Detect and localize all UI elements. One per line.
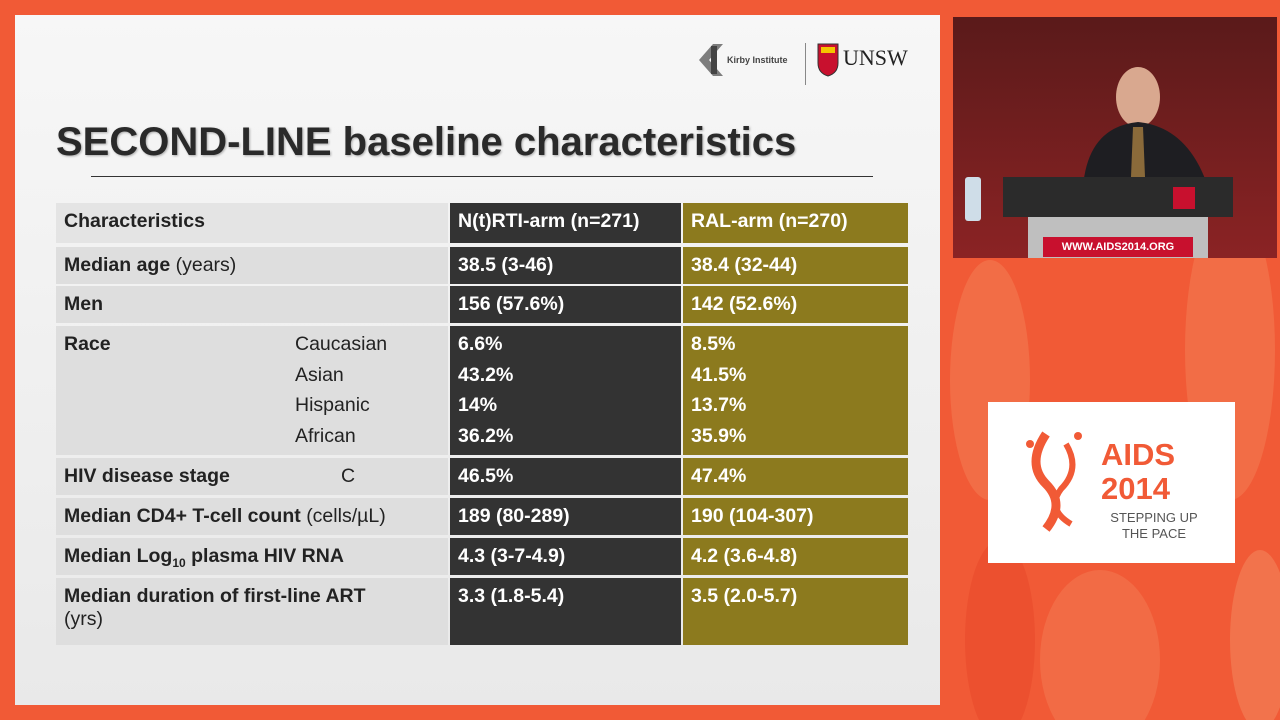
title-rule <box>91 176 873 177</box>
ral-cell: 142 (52.6%) <box>683 286 908 323</box>
slide-title: SECOND-LINE baseline characteristics <box>56 120 797 164</box>
value: 4.3 (3-7-4.9) <box>458 545 566 567</box>
nrti-cell: 38.5 (3-46) <box>450 247 681 284</box>
ral-cell: 3.5 (2.0-5.7) <box>683 578 908 645</box>
row-label: Median Log10 plasma HIV RNA <box>56 538 448 575</box>
unsw-crest <box>817 43 839 77</box>
value: 4.2 (3.6-4.8) <box>691 545 798 567</box>
value: 189 (80-289) <box>458 505 570 527</box>
nrti-cell: 4.3 (3-7-4.9) <box>450 538 681 575</box>
nrti-cell: 46.5% <box>450 458 681 495</box>
header-cell: Characteristics <box>56 203 448 243</box>
nrti-cell: 189 (80-289) <box>450 498 681 535</box>
value: 6.6% <box>458 333 503 355</box>
tagline-line: THE PACE <box>1121 526 1187 541</box>
ral-cell: 8.5% 41.5% 13.7% 35.9% <box>683 326 908 455</box>
value: 36.2% <box>458 424 514 447</box>
row-label: Median age (years) <box>56 247 448 284</box>
sub-label: African <box>295 424 356 447</box>
value: 47.4% <box>691 465 747 487</box>
value: 38.5 (3-46) <box>458 254 554 276</box>
event-figure <box>1026 431 1082 532</box>
sub-label: Caucasian <box>295 333 388 355</box>
nrti-cell: 156 (57.6%) <box>450 286 681 323</box>
value: 142 (52.6%) <box>691 293 798 315</box>
label: Median age <box>64 254 171 276</box>
header-cell: RAL-arm (n=270) <box>683 203 908 243</box>
event-tagline: STEPPING UP THE PACE <box>1096 510 1212 542</box>
value: 156 (57.6%) <box>458 293 565 315</box>
header-cell: N(t)RTI-arm (n=271) <box>450 203 681 243</box>
ral-cell: 47.4% <box>683 458 908 495</box>
event-logo: AIDS 2014 STEPPING UP THE PACE <box>988 402 1235 563</box>
sub-label: Hispanic <box>295 394 370 416</box>
row-label: HIV disease stage C <box>56 458 448 495</box>
label-subscript: 10 <box>172 555 186 570</box>
value: 3.5 (2.0-5.7) <box>691 585 798 607</box>
value: 190 (104-307) <box>691 505 814 527</box>
row-label: Median CD4+ T-cell count (cells/µL) <box>56 498 448 535</box>
speaker-video: WWW.AIDS2014.ORG <box>953 17 1277 258</box>
value: 14% <box>458 394 498 416</box>
nrti-cell: 3.3 (1.8-5.4) <box>450 578 681 645</box>
value: 8.5% <box>691 333 736 355</box>
label: Race <box>64 333 111 355</box>
value: 13.7% <box>691 394 747 416</box>
sub-label: Asian <box>295 363 344 386</box>
kirby-icon <box>699 44 723 76</box>
label-note: (yrs) <box>64 608 103 630</box>
tagline-line: STEPPING UP <box>1110 510 1198 525</box>
value: 3.3 (1.8-5.4) <box>458 585 565 607</box>
video-scene <box>965 67 1233 258</box>
label-end: plasma HIV RNA <box>191 545 344 567</box>
label: Men <box>64 293 103 315</box>
value: 46.5% <box>458 465 514 487</box>
sub-label: C <box>341 465 356 487</box>
ral-cell: 38.4 (32-44) <box>683 247 908 284</box>
ral-cell: 190 (104-307) <box>683 498 908 535</box>
label: Median duration of first-line ART <box>64 585 366 607</box>
event-name: AIDS <box>1101 437 1176 472</box>
divider <box>805 43 806 85</box>
value: 43.2% <box>458 363 514 386</box>
event-year: 2014 <box>1101 471 1170 506</box>
podium-sign: WWW.AIDS2014.ORG <box>1061 241 1175 253</box>
row-label: Median duration of first-line ART (yrs) <box>56 578 448 645</box>
slide: Kirby Institute UNSW SECOND-LINE baselin… <box>15 15 940 705</box>
kirby-text: Kirby Institute <box>727 55 788 65</box>
label: Median CD4+ T-cell count <box>64 505 301 527</box>
row-label: Race Caucasian Asian Hispanic African <box>56 326 448 455</box>
label: HIV disease stage <box>64 465 230 487</box>
value: 38.4 (32-44) <box>691 254 798 276</box>
unsw-text: UNSW <box>843 45 908 70</box>
value: 35.9% <box>691 424 747 447</box>
label-note: (cells/µL) <box>306 505 386 527</box>
row-label: Men <box>56 286 448 323</box>
label: Median Log <box>64 545 173 567</box>
nrti-cell: 6.6% 43.2% 14% 36.2% <box>450 326 681 455</box>
label-note: (years) <box>175 254 237 276</box>
value: 41.5% <box>691 363 747 386</box>
ral-cell: 4.2 (3.6-4.8) <box>683 538 908 575</box>
